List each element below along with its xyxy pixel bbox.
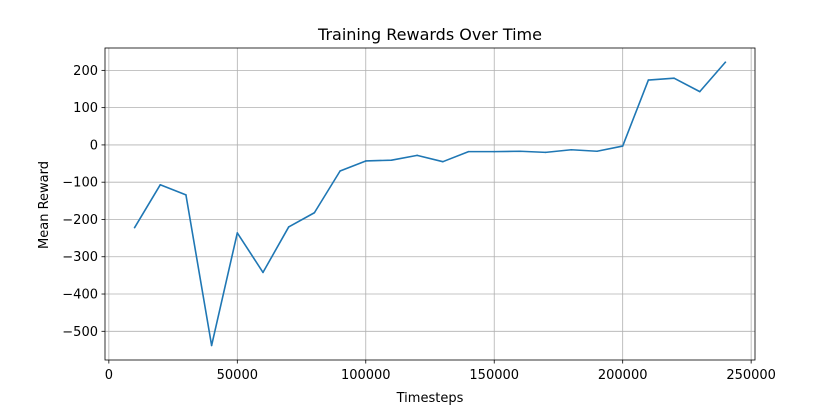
data-point xyxy=(313,211,316,214)
data-point xyxy=(390,159,393,162)
data-point xyxy=(724,61,727,63)
data-point xyxy=(236,232,239,234)
x-tick-label: 100000 xyxy=(341,368,391,383)
x-tick-label: 200000 xyxy=(598,368,648,383)
data-point xyxy=(570,148,573,151)
data-point xyxy=(159,184,162,186)
y-tick-label: 0 xyxy=(90,138,98,153)
axis-ticks: 0 50000 100000 150000 200000 250000 −500 −400 −3… xyxy=(62,64,776,383)
data-point xyxy=(262,271,264,274)
y-tick-label: −200 xyxy=(62,213,98,228)
y-tick-label: −100 xyxy=(62,176,98,191)
data-point xyxy=(621,145,624,147)
data-point xyxy=(364,160,367,162)
x-axis-title: Timesteps xyxy=(396,391,464,405)
series-layer xyxy=(133,61,727,347)
y-tick-label: −400 xyxy=(62,288,98,303)
data-point xyxy=(673,77,675,79)
chart-title: Training Rewards Over Time xyxy=(317,25,542,44)
plot-frame xyxy=(104,47,756,361)
data-point xyxy=(287,226,290,228)
series-line xyxy=(133,61,727,347)
y-tick-label: 100 xyxy=(73,101,98,116)
x-tick-label: 0 xyxy=(105,368,113,383)
y-tick-label: −300 xyxy=(62,250,98,265)
y-tick-label: −500 xyxy=(62,325,98,340)
data-point xyxy=(596,150,598,153)
data-point xyxy=(544,151,547,154)
data-point xyxy=(210,344,213,347)
y-axis-title: Mean Reward xyxy=(37,161,52,249)
data-point xyxy=(416,154,418,157)
data-point xyxy=(698,90,701,93)
data-point xyxy=(339,170,341,172)
data-point xyxy=(493,150,496,153)
x-tick-label: 50000 xyxy=(217,368,258,383)
x-tick-label: 250000 xyxy=(726,368,776,383)
data-point xyxy=(133,226,136,229)
data-point xyxy=(519,150,521,153)
x-tick-label: 150000 xyxy=(469,368,519,383)
data-point xyxy=(442,160,444,163)
data-point xyxy=(185,194,187,196)
data-point xyxy=(467,150,470,153)
y-tick-label: 200 xyxy=(73,64,98,79)
data-point xyxy=(647,79,650,81)
grid-lines xyxy=(105,48,755,360)
